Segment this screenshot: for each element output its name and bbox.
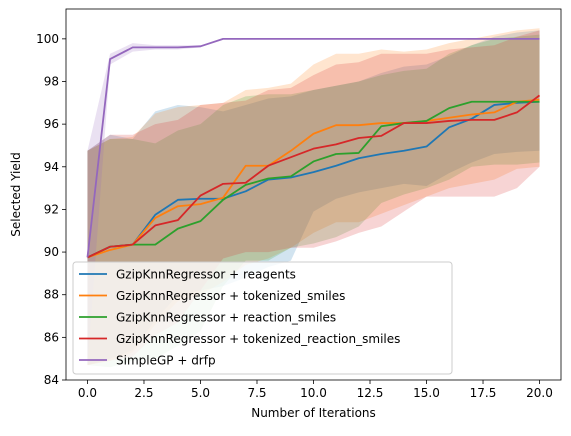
y-tick-label: 88 [44, 288, 59, 302]
x-axis-ticks: 0.0 2.5 5.0 7.5 10.0 12.5 15.0 17.5 20.0 [78, 380, 553, 400]
x-tick-label: 15.0 [413, 386, 440, 400]
legend-box [72, 261, 453, 375]
series-line-3 [87, 94, 541, 259]
series-line-4 [86, 37, 540, 258]
legend-label-2: GzipKnnRegressor + reaction_smiles [116, 311, 336, 325]
x-tick-label: 0.0 [78, 386, 97, 400]
series-line-2 [87, 100, 540, 259]
x-tick-label: 20.0 [526, 386, 553, 400]
y-tick-label: 92 [44, 202, 59, 216]
y-tick-label: 96 [44, 117, 59, 131]
y-tick-label: 94 [44, 160, 59, 174]
y-tick-label: 90 [44, 245, 59, 259]
x-tick-label: 10.0 [300, 386, 327, 400]
legend-label-4: SimpleGP + drfp [116, 354, 216, 368]
y-tick-label: 86 [44, 330, 59, 344]
y-axis-ticks: 84 86 88 90 92 94 96 98 100 [36, 32, 66, 387]
y-tick-label: 100 [36, 32, 59, 46]
y-tick-label: 98 [44, 74, 59, 88]
x-tick-label: 17.5 [470, 386, 497, 400]
x-tick-label: 12.5 [357, 386, 384, 400]
legend-label-1: GzipKnnRegressor + tokenized_smiles [116, 289, 345, 303]
x-tick-label: 7.5 [247, 386, 266, 400]
legend-label-0: GzipKnnRegressor + reagents [116, 268, 296, 282]
legend: GzipKnnRegressor + reagents GzipKnnRegres… [72, 261, 453, 375]
x-axis-label: Number of Iterations [251, 406, 376, 420]
legend-label-3: GzipKnnRegressor + tokenized_reaction_sm… [116, 332, 400, 346]
series-line-0 [87, 100, 540, 259]
series-line-1 [87, 98, 540, 259]
y-axis-label: Selected Yield [9, 152, 23, 236]
x-tick-label: 5.0 [191, 386, 210, 400]
series-lines [86, 37, 541, 259]
x-tick-label: 2.5 [134, 386, 153, 400]
y-tick-label: 84 [44, 373, 59, 387]
